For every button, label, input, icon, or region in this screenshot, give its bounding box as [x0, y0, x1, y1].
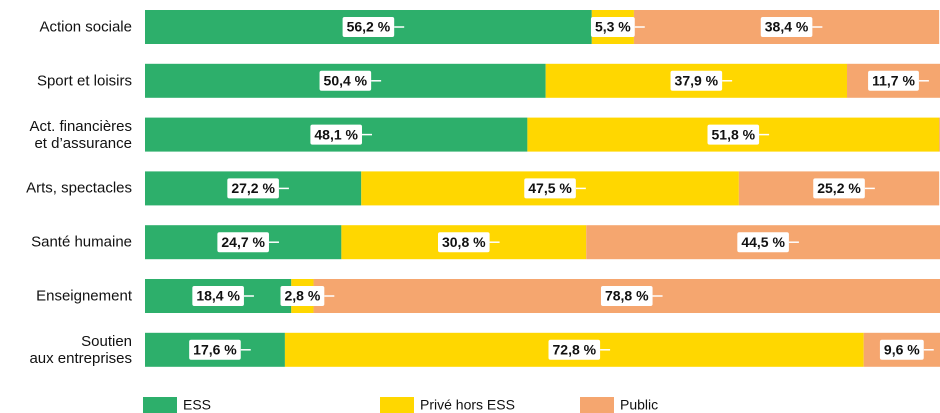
category-label: Enseignement — [36, 287, 132, 305]
value-label-bg — [319, 70, 372, 91]
value-label: 27,2 % — [231, 180, 275, 196]
value-label-bg — [670, 70, 723, 91]
value-label: 37,9 % — [675, 73, 719, 89]
value-label: 38,4 % — [765, 19, 809, 35]
value-label-bg — [737, 232, 789, 253]
value-label: 50,4 % — [324, 73, 368, 89]
value-label: 47,5 % — [528, 180, 572, 196]
category-label: Sport et loisirs — [36, 72, 132, 90]
legend-label: ESS — [183, 397, 211, 413]
value-label: 44,5 % — [741, 234, 785, 250]
legend-swatch — [580, 397, 614, 413]
value-label: 30,8 % — [442, 234, 486, 250]
value-label-bg — [590, 17, 635, 37]
category-label: Santé humaine — [31, 233, 132, 251]
value-label: 18,4 % — [196, 288, 240, 304]
value-label: 9,6 % — [884, 342, 920, 358]
value-label-bg — [524, 178, 576, 199]
legend-label: Public — [620, 397, 658, 413]
category-label: Arts, spectacles — [26, 179, 132, 197]
value-label: 17,6 % — [193, 342, 237, 358]
value-label-bg — [437, 232, 490, 253]
legend-swatch — [143, 397, 177, 413]
value-label-bg — [813, 178, 865, 199]
value-label-bg — [879, 339, 924, 360]
value-label: 25,2 % — [817, 180, 861, 196]
value-label: 5,3 % — [595, 19, 631, 35]
value-label-bg — [280, 286, 325, 306]
value-label: 2,8 % — [285, 288, 321, 304]
value-label-bg — [868, 70, 919, 91]
value-label: 48,1 % — [314, 126, 358, 142]
value-label: 56,2 % — [347, 19, 391, 35]
category-label: Soutien aux entreprises — [29, 332, 132, 367]
value-label-bg — [707, 124, 760, 145]
value-label-bg — [189, 339, 241, 360]
value-label-bg — [760, 17, 813, 37]
value-label-bg — [548, 339, 601, 360]
value-label: 72,8 % — [553, 342, 597, 358]
value-label: 51,8 % — [712, 126, 756, 142]
value-label-bg — [192, 286, 244, 306]
legend-swatch — [380, 397, 414, 413]
value-label-bg — [217, 232, 269, 253]
value-label: 24,7 % — [221, 234, 265, 250]
value-label-bg — [600, 286, 653, 306]
category-label: Act. financières et d’assurance — [29, 117, 132, 152]
legend-label: Privé hors ESS — [420, 397, 515, 413]
value-label: 78,8 % — [605, 288, 649, 304]
value-label-bg — [342, 17, 395, 37]
category-label: Action sociale — [39, 18, 132, 36]
value-label-bg — [310, 124, 362, 145]
value-label: 11,7 % — [872, 73, 915, 89]
value-label-bg — [227, 178, 279, 199]
